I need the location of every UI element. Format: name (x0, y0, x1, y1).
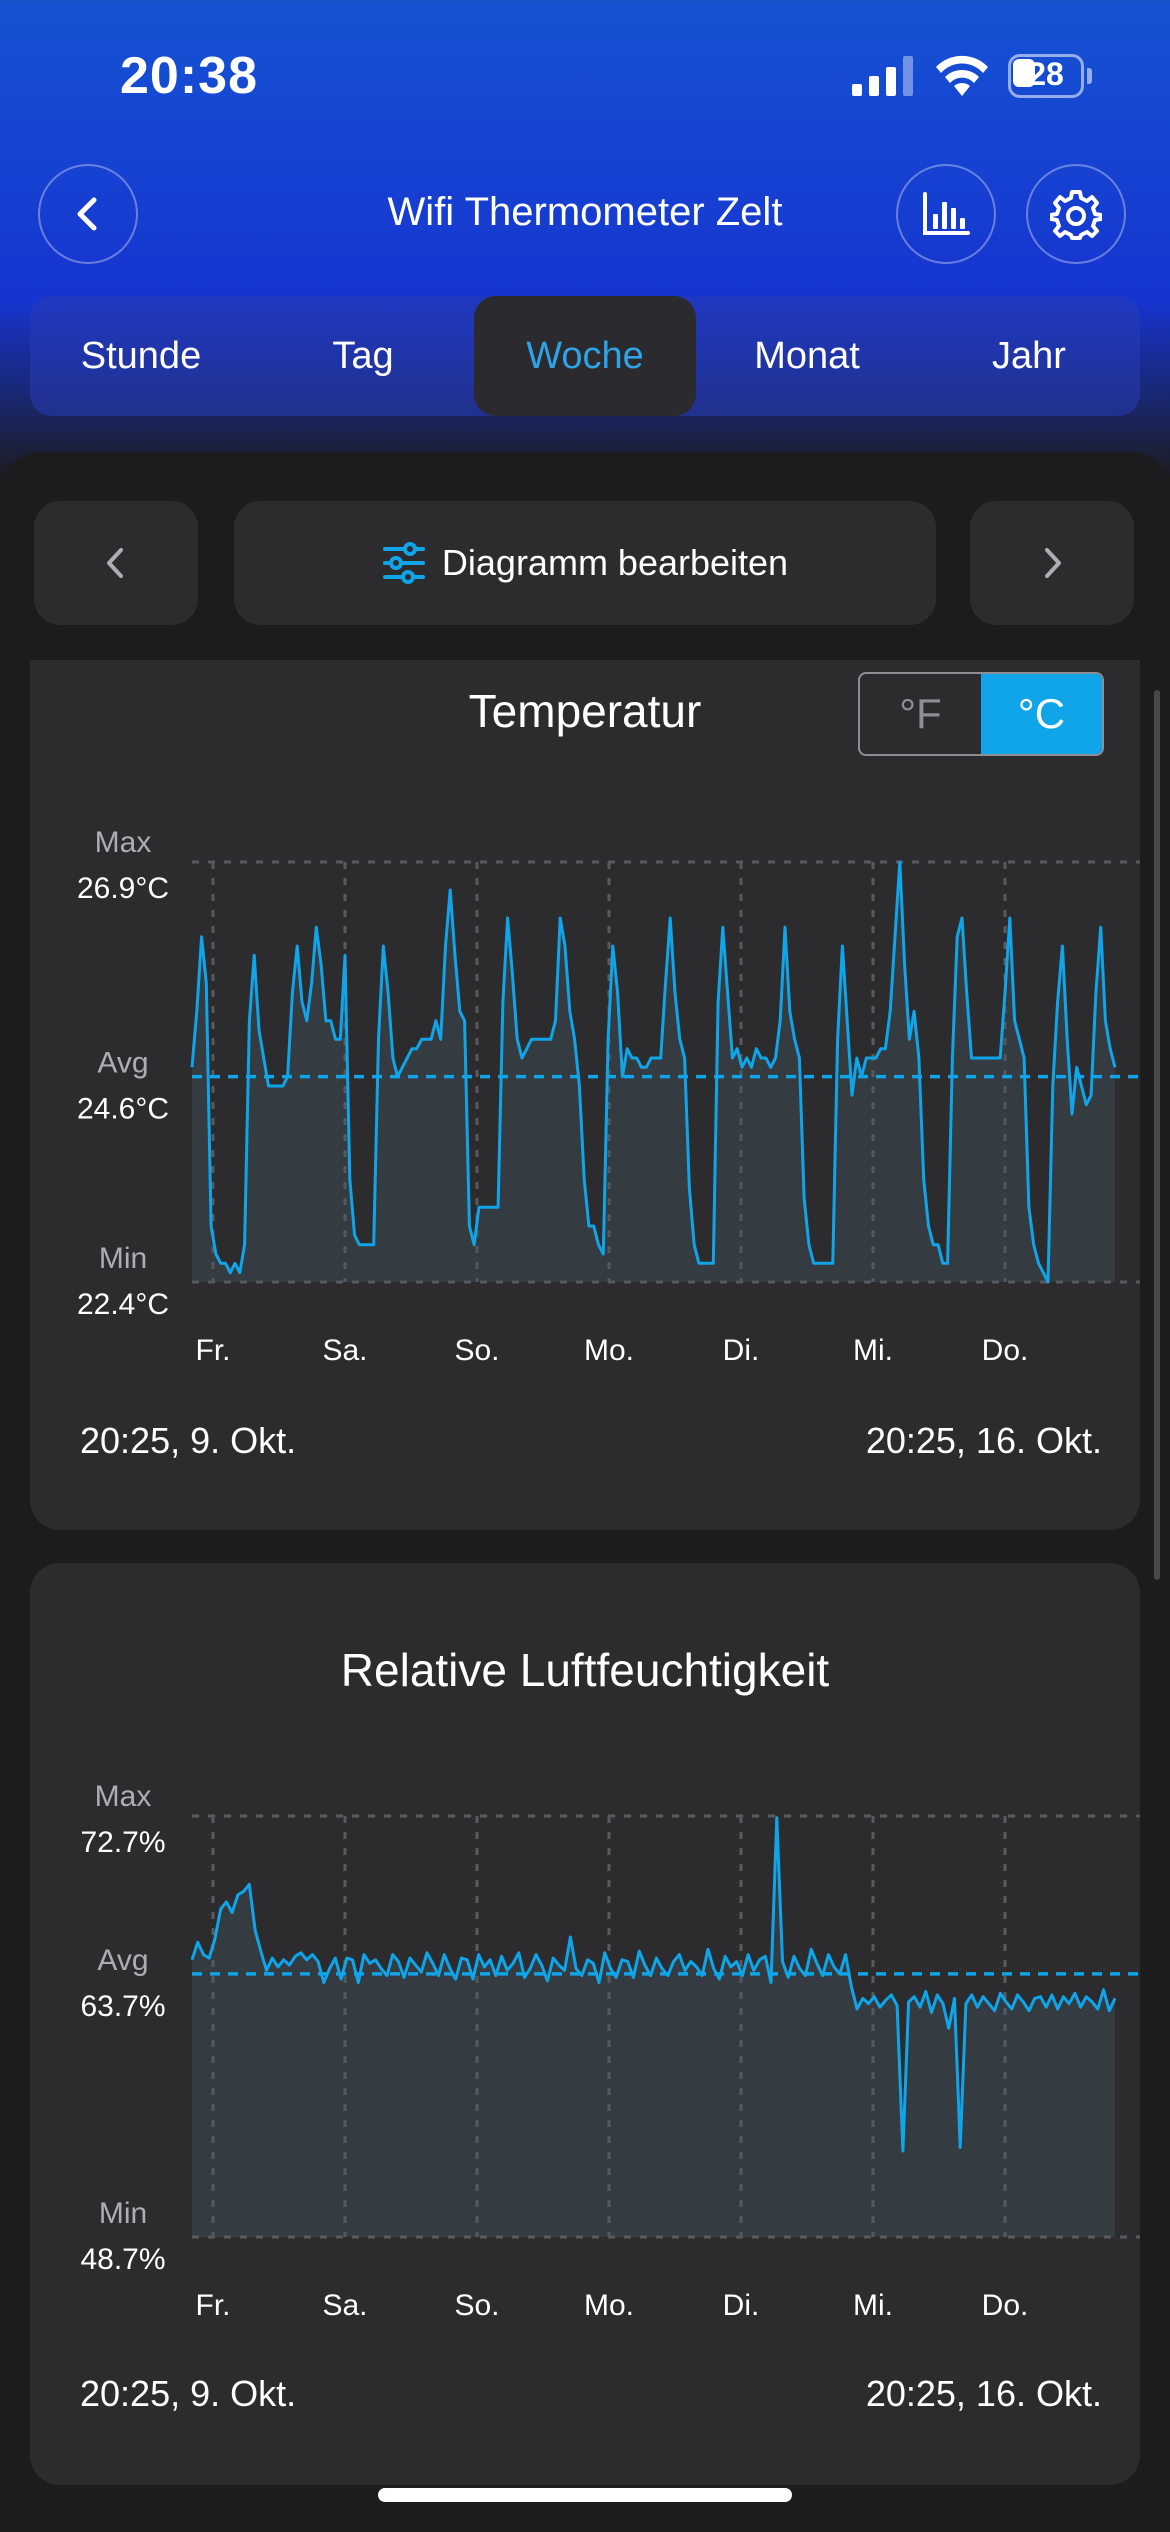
max-value: 26.9°C (77, 872, 169, 905)
x-tick-label: Di. (723, 1334, 760, 1367)
x-tick-label: Mo. (584, 2289, 634, 2322)
home-indicator (378, 2488, 792, 2502)
battery-level: 28 (1028, 56, 1064, 92)
x-tick-label: So. (454, 1334, 499, 1367)
cellular-signal-icon (852, 56, 913, 96)
x-tick-label: Do. (982, 1334, 1029, 1367)
edit-chart-button[interactable]: Diagramm bearbeiten (234, 501, 936, 625)
x-tick-label: Sa. (322, 1334, 367, 1367)
next-period-button[interactable] (970, 501, 1134, 625)
back-button[interactable] (38, 164, 138, 264)
humidity-title: Relative Luftfeuchtigkeit (340, 1644, 830, 1696)
x-tick-label: Di. (723, 2289, 760, 2322)
bar-chart-icon (923, 192, 970, 235)
status-time: 20:38 (120, 47, 258, 105)
x-tick-label: Mi. (853, 1334, 893, 1367)
range-end: 20:25, 16. Okt. (865, 1420, 1102, 1461)
battery-icon: 28 (1008, 54, 1092, 98)
tab-stunde[interactable]: Stunde (80, 334, 202, 377)
previous-period-button[interactable] (34, 501, 198, 625)
unit-toggle: °F °C (858, 672, 1104, 756)
x-tick-label: Mo. (584, 1334, 634, 1367)
chevron-left-icon (107, 548, 123, 578)
time-range-tabs: Stunde Tag Woche Monat Jahr (30, 296, 1140, 416)
x-tick-label: Do. (982, 2289, 1029, 2322)
gear-icon (1050, 190, 1102, 240)
x-tick-label: Fr. (196, 1334, 231, 1367)
range-start: 20:25, 9. Okt. (80, 2373, 297, 2414)
x-tick-label: Sa. (322, 2289, 367, 2322)
statistics-button[interactable] (896, 164, 996, 264)
max-label: Max (95, 826, 152, 859)
unit-fahrenheit-button[interactable]: °F (899, 690, 942, 737)
max-value: 72.7% (80, 1826, 165, 1859)
tab-monat[interactable]: Monat (754, 334, 860, 377)
x-tick-label: Fr. (196, 2289, 231, 2322)
series-line (190, 860, 1117, 1284)
sliders-icon (382, 542, 425, 584)
tab-jahr[interactable]: Jahr (992, 334, 1066, 377)
avg-label: Avg (97, 1944, 148, 1977)
humidity-card: Relative Luftfeuchtigkeit Max 72.7% Avg 63.… (30, 1563, 1140, 2485)
wifi-icon (936, 55, 988, 96)
status-bar: 20:38 28 (0, 0, 1170, 150)
series-line (190, 1816, 1117, 2153)
x-tick-label: So. (454, 2289, 499, 2322)
chevron-left-icon (77, 197, 97, 231)
range-end: 20:25, 16. Okt. (865, 2373, 1102, 2414)
min-label: Min (99, 2197, 147, 2230)
series-area (192, 1817, 1115, 2237)
humidity-chart: Max 72.7% Avg 63.7% Min 48.7% Fr. Sa. So. Mo. Di. M… (80, 1780, 1140, 2322)
edit-chart-label: Diagramm bearbeiten (441, 542, 789, 583)
chevron-right-icon (1045, 548, 1061, 578)
avg-value: 24.6°C (77, 1093, 169, 1126)
tab-woche[interactable]: Woche (474, 296, 696, 416)
min-label: Min (99, 1242, 147, 1275)
min-value: 48.7% (80, 2243, 165, 2276)
max-label: Max (95, 1780, 152, 1813)
tab-tag[interactable]: Tag (332, 334, 394, 377)
page-title: Wifi Thermometer Zelt (387, 190, 783, 234)
temperature-title: Temperatur (468, 685, 702, 737)
scrollbar[interactable] (1154, 690, 1160, 1580)
x-tick-label: Mi. (853, 2289, 893, 2322)
temperature-chart: Max 26.9°C Avg 24.6°C Min 22.4°C Fr. Sa. So. Mo. D… (77, 826, 1140, 1367)
temperature-card: Temperatur °F °C Max 26.9°C Avg 24.6°C Min 22… (30, 660, 1140, 1530)
series-area (192, 862, 1115, 1282)
unit-celsius-button[interactable]: °C (981, 674, 1102, 754)
avg-value: 63.7% (80, 1990, 165, 2023)
avg-label: Avg (97, 1047, 148, 1080)
settings-button[interactable] (1026, 164, 1126, 264)
range-start: 20:25, 9. Okt. (80, 1420, 297, 1461)
min-value: 22.4°C (77, 1288, 169, 1321)
